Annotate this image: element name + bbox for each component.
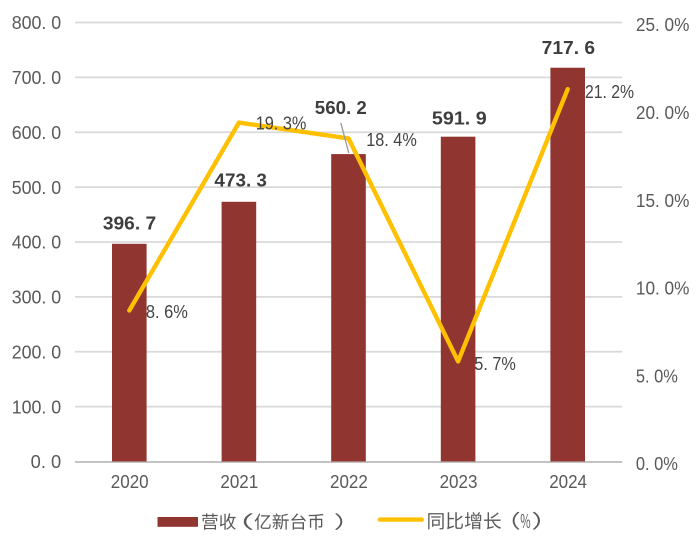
svg-text:2021: 2021 bbox=[220, 472, 258, 492]
svg-text:800. 0: 800. 0 bbox=[12, 13, 62, 33]
svg-text:0. 0%: 0. 0% bbox=[636, 454, 678, 474]
svg-text:591. 9: 591. 9 bbox=[432, 108, 487, 129]
svg-text:10. 0%: 10. 0% bbox=[636, 279, 690, 299]
svg-text:2023: 2023 bbox=[440, 472, 478, 492]
svg-text:5. 0%: 5. 0% bbox=[636, 366, 678, 386]
svg-text:700. 0: 700. 0 bbox=[12, 68, 62, 88]
svg-text:600. 0: 600. 0 bbox=[12, 123, 62, 143]
svg-text:15. 0%: 15. 0% bbox=[636, 191, 690, 211]
svg-text:560. 2: 560. 2 bbox=[315, 97, 367, 118]
svg-text:100. 0: 100. 0 bbox=[12, 397, 62, 417]
svg-text:2020: 2020 bbox=[111, 472, 149, 492]
svg-text:21. 2%: 21. 2% bbox=[585, 82, 634, 102]
svg-text:5. 7%: 5. 7% bbox=[474, 354, 516, 374]
svg-text:473. 3: 473. 3 bbox=[214, 169, 267, 190]
svg-text:2022: 2022 bbox=[330, 472, 368, 492]
svg-text:500. 0: 500. 0 bbox=[12, 178, 62, 198]
svg-text:8. 6%: 8. 6% bbox=[146, 302, 188, 322]
svg-text:2024: 2024 bbox=[549, 472, 587, 492]
svg-text:18. 4%: 18. 4% bbox=[366, 130, 417, 150]
svg-text:19. 3%: 19. 3% bbox=[256, 114, 307, 134]
svg-text:300. 0: 300. 0 bbox=[12, 288, 62, 308]
svg-text:20. 0%: 20. 0% bbox=[636, 103, 690, 123]
svg-text:0. 0: 0. 0 bbox=[31, 452, 62, 472]
svg-text:396. 7: 396. 7 bbox=[103, 212, 156, 233]
svg-text:25. 0%: 25. 0% bbox=[636, 15, 690, 35]
svg-text:400. 0: 400. 0 bbox=[12, 233, 62, 253]
svg-text:717. 6: 717. 6 bbox=[542, 37, 595, 58]
svg-text:200. 0: 200. 0 bbox=[12, 342, 62, 362]
